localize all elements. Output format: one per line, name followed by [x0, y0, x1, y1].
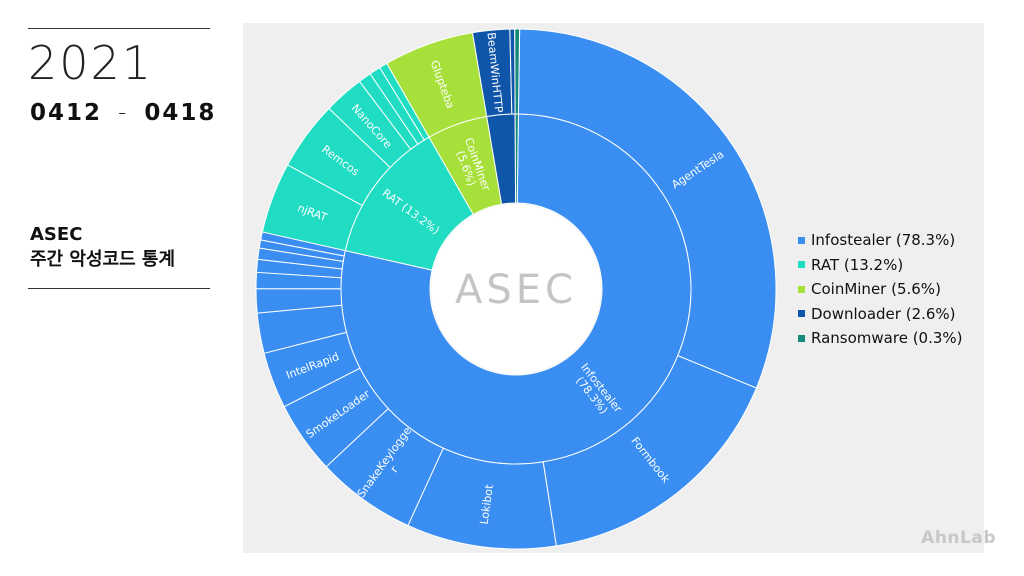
chart-legend: Infostealer (78.3%) RAT (13.2%) CoinMiner …: [798, 228, 963, 351]
legend-label: RAT (13.2%): [811, 255, 904, 274]
outer-label-lokibot: Lokibot: [478, 483, 496, 525]
date-range: 0412 - 0418: [30, 100, 216, 126]
center-hole: [431, 204, 601, 374]
legend-item-ransomware: Ransomware (0.3%): [798, 326, 963, 351]
ahnlab-logo: AhnLab: [921, 528, 996, 548]
legend-label: Downloader (2.6%): [811, 304, 956, 323]
asec-logo: ASEC: [455, 267, 577, 313]
bottom-rule: [28, 288, 210, 289]
legend-item-coinminer: CoinMiner (5.6%): [798, 277, 963, 302]
outer-slice-agenttesla: [517, 28, 777, 389]
legend-swatch: [798, 285, 805, 293]
legend-item-downloader: Downloader (2.6%): [798, 302, 963, 327]
range-separator: -: [118, 100, 129, 126]
legend-swatch: [798, 236, 805, 244]
legend-item-infostealer: Infostealer (78.3%): [798, 228, 963, 253]
report-year: 2021: [28, 36, 154, 90]
report-title-line2: 주간 악성코드 통계: [30, 249, 176, 270]
legend-item-rat: RAT (13.2%): [798, 253, 963, 278]
legend-label: CoinMiner (5.6%): [811, 280, 941, 299]
range-start: 0412: [30, 100, 103, 126]
range-end: 0418: [144, 100, 217, 126]
chart-panel: AgentTesla Formbook Lokibot SnakeKeylogger S…: [243, 23, 984, 553]
legend-swatch: [798, 310, 805, 318]
top-rule: [28, 28, 210, 29]
report-title-line1: ASEC: [30, 224, 83, 245]
legend-swatch: [798, 334, 805, 342]
legend-label: Infostealer (78.3%): [811, 231, 956, 250]
sunburst-chart: AgentTeslaFormbookLokibotSnakeKeyloggerS…: [255, 28, 777, 550]
legend-swatch: [798, 261, 805, 269]
legend-label: Ransomware (0.3%): [811, 329, 963, 348]
report-title: ASEC 주간 악성코드 통계: [30, 222, 175, 272]
outer-slice-ransomware-22: [514, 28, 521, 115]
